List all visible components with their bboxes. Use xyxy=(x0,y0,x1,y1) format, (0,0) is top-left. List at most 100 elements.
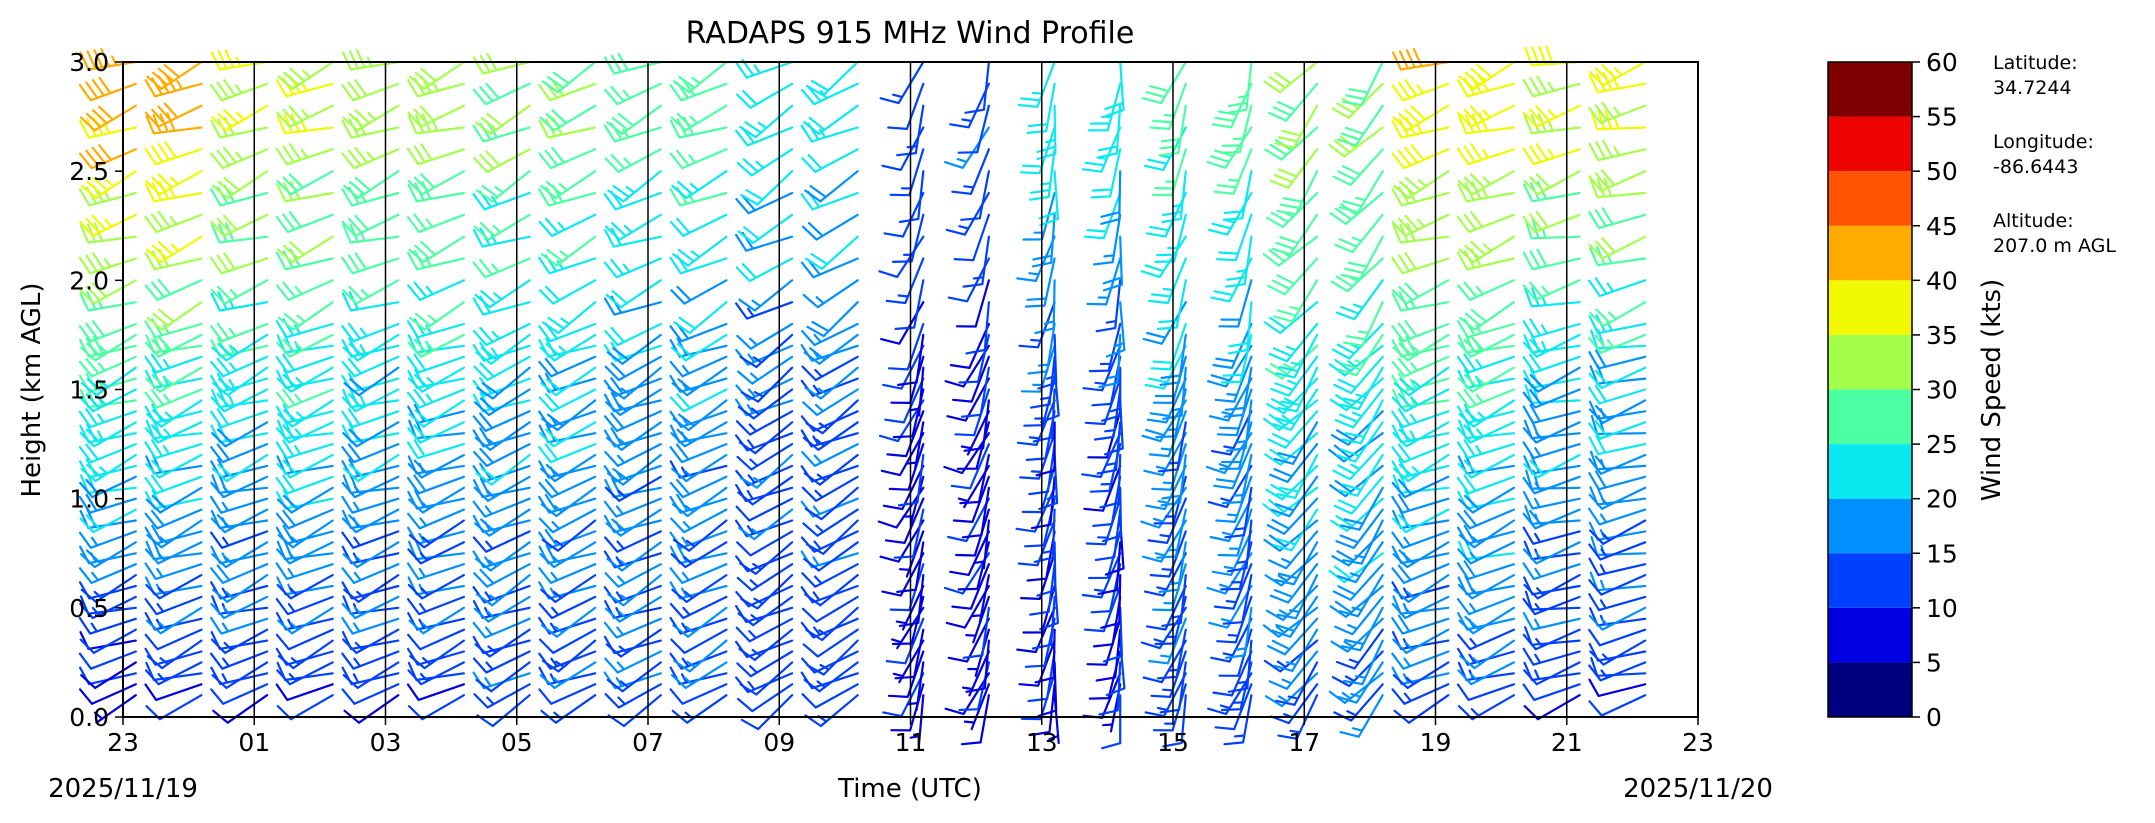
wind-barb xyxy=(735,639,794,659)
wind-barb xyxy=(957,104,990,154)
wind-barb xyxy=(144,102,203,128)
wind-barb xyxy=(145,180,203,203)
colorbar-tick-label: 15 xyxy=(1926,539,1958,568)
wind-barb xyxy=(472,52,531,75)
wind-barb xyxy=(603,497,662,518)
wind-barb xyxy=(145,366,203,393)
wind-barb xyxy=(210,372,269,393)
colorbar-tick-label: 10 xyxy=(1926,594,1958,623)
wind-barb xyxy=(604,683,662,709)
wind-barb xyxy=(1523,661,1581,686)
wind-barb xyxy=(802,508,859,537)
wind-barb xyxy=(1095,279,1122,333)
wind-barb xyxy=(806,639,859,676)
wind-barb xyxy=(800,377,859,397)
wind-barb xyxy=(79,355,137,378)
station-info: Latitude: 34.7244 Longitude: -86.6443 Al… xyxy=(1993,52,2116,257)
wind-barb xyxy=(1264,672,1319,708)
wind-barb xyxy=(1588,366,1647,390)
wind-barb xyxy=(669,475,728,499)
wind-barb xyxy=(1220,104,1253,154)
wind-barb xyxy=(1522,491,1581,510)
wind-barb xyxy=(146,301,203,331)
wind-barb xyxy=(1214,355,1253,403)
wind-barb xyxy=(540,235,597,267)
y-tick-label: 0.5 xyxy=(69,594,109,623)
wind-barb xyxy=(1588,70,1647,94)
wind-barb xyxy=(1142,301,1187,345)
wind-barb xyxy=(1218,279,1253,328)
wind-barb xyxy=(1589,246,1647,267)
wind-barb xyxy=(1340,486,1384,531)
wind-barb xyxy=(603,671,662,690)
wind-barb xyxy=(144,141,203,166)
wind-barb xyxy=(1588,207,1647,230)
wind-barb xyxy=(407,333,465,354)
wind-barb xyxy=(805,235,859,270)
wind-barb xyxy=(669,186,728,207)
wind-barb xyxy=(1161,574,1187,627)
colorbar-tick-label: 60 xyxy=(1926,48,1958,77)
colorbar-segment xyxy=(1828,116,1912,172)
wind-barb xyxy=(1588,139,1647,162)
wind-barb xyxy=(212,694,269,724)
wind-barb xyxy=(210,146,269,170)
wind-barb xyxy=(144,439,203,460)
wind-barb xyxy=(1225,235,1253,288)
y-tick-label: 1.5 xyxy=(69,376,109,405)
wind-barb xyxy=(739,541,794,575)
wind-barb xyxy=(1330,617,1384,653)
wind-barb xyxy=(802,628,859,658)
wind-barb xyxy=(79,291,137,312)
wind-barb xyxy=(341,116,400,139)
wind-barb xyxy=(342,387,400,409)
wind-barb xyxy=(472,82,531,106)
wind-barb xyxy=(1522,403,1581,424)
wind-barb xyxy=(1456,439,1515,460)
wind-barb xyxy=(670,104,728,132)
wind-barb xyxy=(1334,595,1384,636)
wind-barb xyxy=(409,639,465,670)
wind-barb xyxy=(210,279,269,305)
wind-barb xyxy=(341,252,400,275)
wind-barb xyxy=(276,541,334,565)
wind-barb xyxy=(1148,257,1187,305)
wind-barb xyxy=(1330,497,1384,532)
wind-barb xyxy=(277,639,334,670)
wind-barb xyxy=(341,337,400,358)
wind-barb xyxy=(604,148,662,173)
wind-barb xyxy=(1391,683,1450,705)
wind-barb xyxy=(78,144,137,170)
wind-barb xyxy=(740,170,794,206)
wind-barb xyxy=(669,563,728,584)
x-tick-label: 19 xyxy=(1420,728,1452,757)
wind-barb xyxy=(1522,612,1581,631)
wind-barb xyxy=(472,227,531,248)
wind-barb xyxy=(737,475,794,506)
wind-barb xyxy=(473,213,531,241)
wind-barb xyxy=(144,318,203,339)
wind-barb xyxy=(960,694,990,746)
chart-title: RADAPS 915 MHz Wind Profile xyxy=(686,16,1135,51)
wind-barb xyxy=(1522,353,1581,374)
wind-barb xyxy=(538,388,597,413)
colorbar-segment xyxy=(1828,553,1912,608)
wind-barb xyxy=(407,366,465,393)
wind-barb xyxy=(538,563,597,584)
wind-barb xyxy=(275,474,334,495)
wind-barb xyxy=(472,584,531,604)
wind-barb xyxy=(541,639,597,673)
wind-barb xyxy=(1035,421,1056,477)
wind-barb xyxy=(275,421,334,444)
wind-barb xyxy=(1393,366,1450,397)
wind-barb xyxy=(1270,475,1319,518)
colorbar-tick-label: 45 xyxy=(1926,212,1958,241)
wind-barb xyxy=(1262,235,1319,267)
wind-barb xyxy=(1275,661,1319,706)
wind-barb xyxy=(671,170,728,200)
wind-barb xyxy=(1266,497,1319,535)
wind-barb xyxy=(145,333,203,354)
wind-barb xyxy=(738,279,794,312)
wind-barb xyxy=(949,530,990,576)
wind-barb xyxy=(341,530,400,549)
